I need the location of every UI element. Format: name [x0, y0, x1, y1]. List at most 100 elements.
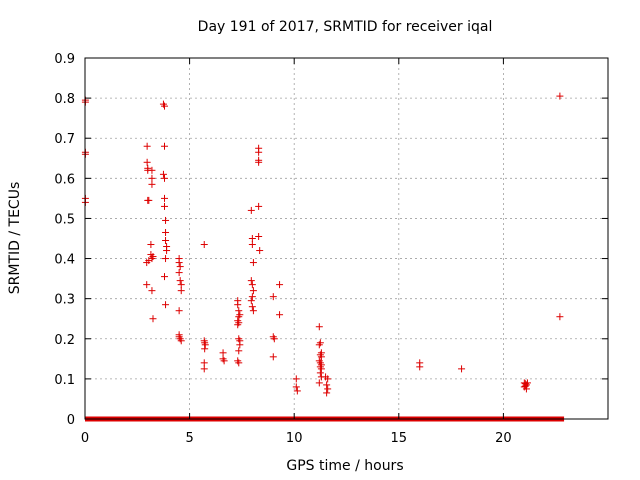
data-point [201, 341, 209, 349]
data-point [148, 166, 156, 174]
y-tick-label: 0.3 [54, 293, 75, 308]
data-point [458, 365, 466, 373]
data-point [247, 206, 255, 214]
data-point [160, 273, 168, 281]
x-tick-label: 10 [286, 431, 303, 446]
data-point [177, 337, 185, 345]
data-point [234, 321, 242, 329]
data-point [255, 158, 263, 166]
data-point [292, 383, 300, 391]
data-point [247, 277, 255, 285]
data-point [248, 281, 256, 289]
data-point [292, 375, 300, 383]
data-point [200, 241, 208, 249]
data-point [148, 180, 156, 188]
y-tick-label: 0.9 [54, 52, 75, 67]
data-point [235, 313, 243, 321]
data-point [315, 323, 323, 331]
data-point [248, 293, 256, 301]
y-axis-title: SRMTID / TECUs [7, 182, 23, 295]
data-point [315, 341, 323, 349]
y-tick-label: 0.6 [54, 172, 75, 187]
data-point [255, 232, 263, 240]
data-point [248, 241, 256, 249]
x-tick-label: 0 [81, 431, 89, 446]
y-tick-label: 0.7 [54, 132, 75, 147]
data-point [177, 281, 185, 289]
data-point [175, 269, 183, 277]
data-point [149, 315, 157, 323]
data-point [148, 174, 156, 182]
y-tick-label: 0 [67, 413, 75, 428]
y-tick-label: 0.2 [54, 333, 75, 348]
data-point [317, 365, 325, 373]
chart-title: Day 191 of 2017, SRMTID for receiver iqa… [198, 19, 493, 35]
y-tick-label: 0.5 [54, 212, 75, 227]
data-point [324, 375, 332, 383]
data-point [160, 102, 168, 110]
grid [85, 58, 608, 419]
data-point [269, 353, 277, 361]
data-point [235, 307, 243, 315]
data-point [235, 359, 243, 367]
data-point [162, 228, 170, 236]
data-point [160, 202, 168, 210]
x-tick-label: 20 [495, 431, 512, 446]
plot-frame [84, 57, 609, 420]
data-point [235, 347, 243, 355]
x-tick-label: 5 [185, 431, 193, 446]
data-point [143, 158, 151, 166]
data-point [162, 216, 170, 224]
data-point [176, 263, 184, 271]
data-point [220, 357, 228, 365]
x-tick-label: 15 [391, 431, 408, 446]
data-point [219, 349, 227, 357]
data-point [148, 287, 156, 295]
data-point [176, 277, 184, 285]
data-point [256, 247, 264, 255]
data-point [324, 385, 332, 393]
data-point [248, 235, 256, 242]
data-point [162, 237, 170, 245]
y-tick-labels: 0 0.1 0.2 0.3 0.4 0.5 0.6 0.7 0.8 0.9 [54, 52, 75, 428]
data-point [200, 365, 208, 373]
data-point [247, 297, 255, 305]
data-point [270, 335, 278, 343]
data-point [163, 247, 171, 255]
data-point [556, 92, 564, 100]
data-point [143, 281, 151, 289]
data-point [145, 196, 153, 204]
data-point [416, 363, 424, 371]
data-point [175, 259, 183, 267]
data-point [249, 259, 257, 267]
data-point [160, 194, 168, 202]
data-points [81, 92, 564, 397]
data-point [162, 301, 170, 309]
data-point [269, 293, 277, 301]
data-point [556, 313, 564, 321]
data-point [276, 311, 284, 319]
data-point [234, 301, 242, 309]
data-point [249, 307, 257, 315]
x-axis-title: GPS time / hours [286, 458, 403, 474]
y-tick-label: 0.4 [54, 253, 75, 268]
data-point [149, 253, 157, 261]
data-point [255, 148, 263, 156]
y-tick-label: 0.1 [54, 373, 75, 388]
data-point [177, 287, 185, 295]
y-tick-label: 0.8 [54, 92, 75, 107]
x-tick-labels: 0 5 10 15 20 [81, 431, 512, 446]
data-point [293, 387, 301, 395]
data-point [160, 174, 168, 182]
data-point [316, 369, 324, 377]
data-point [255, 202, 263, 210]
axis-ticks [84, 57, 608, 420]
data-point [200, 359, 208, 367]
data-point [201, 345, 209, 353]
data-point [323, 381, 331, 389]
data-point [147, 241, 155, 249]
data-point [160, 142, 168, 150]
data-point [276, 281, 284, 289]
data-point [249, 287, 257, 295]
